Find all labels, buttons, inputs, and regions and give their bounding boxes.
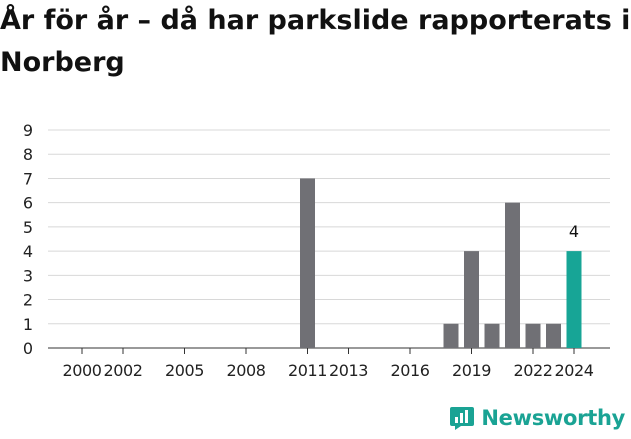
x-tick-label: 2022 [513,361,552,380]
x-tick-label: 2019 [452,361,491,380]
bar-2022 [525,323,541,348]
x-tick-label: 2024 [554,361,593,380]
x-tick-label: 2013 [329,361,368,380]
y-tick-label: 3 [23,266,33,285]
bar-2018 [443,323,459,348]
y-tick-label: 8 [23,145,33,164]
x-tick-label: 2002 [103,361,142,380]
y-tick-label: 5 [23,218,33,237]
bar-2011 [300,178,315,348]
bar-2023 [546,323,561,348]
chart-title: År för år – då har parkslide rapporterat… [0,5,631,78]
x-tick-label: 2016 [390,361,429,380]
y-axis-ticks: 0 1 2 3 4 5 6 7 8 9 [23,121,33,358]
bar-2019 [464,251,479,348]
y-tick-label: 1 [23,315,33,334]
x-tick-label: 2011 [288,361,327,380]
x-axis-ticks: 2000 2002 2005 2008 2011 2013 2016 2019 2022 2024 [62,348,594,380]
x-tick-label: 2000 [62,361,101,380]
y-tick-label: 6 [23,194,33,213]
y-tick-label: 2 [23,291,33,310]
y-tick-label: 7 [23,169,33,188]
bar-2020 [484,323,500,348]
x-tick-label: 2005 [165,361,204,380]
newsworthy-brand: Newsworthy [449,405,625,431]
newsworthy-logo-icon [450,407,475,430]
y-tick-label: 4 [23,242,33,261]
x-tick-label: 2008 [226,361,265,380]
brand-name: Newsworthy [481,406,625,430]
bars [300,178,582,348]
bar-2024 [566,251,582,348]
gridlines [48,129,610,349]
data-labels: 4 [569,222,579,241]
y-tick-label: 0 [23,339,33,358]
y-tick-label: 9 [23,121,33,140]
bar-2021 [505,202,520,348]
data-label-2024: 4 [569,222,579,241]
